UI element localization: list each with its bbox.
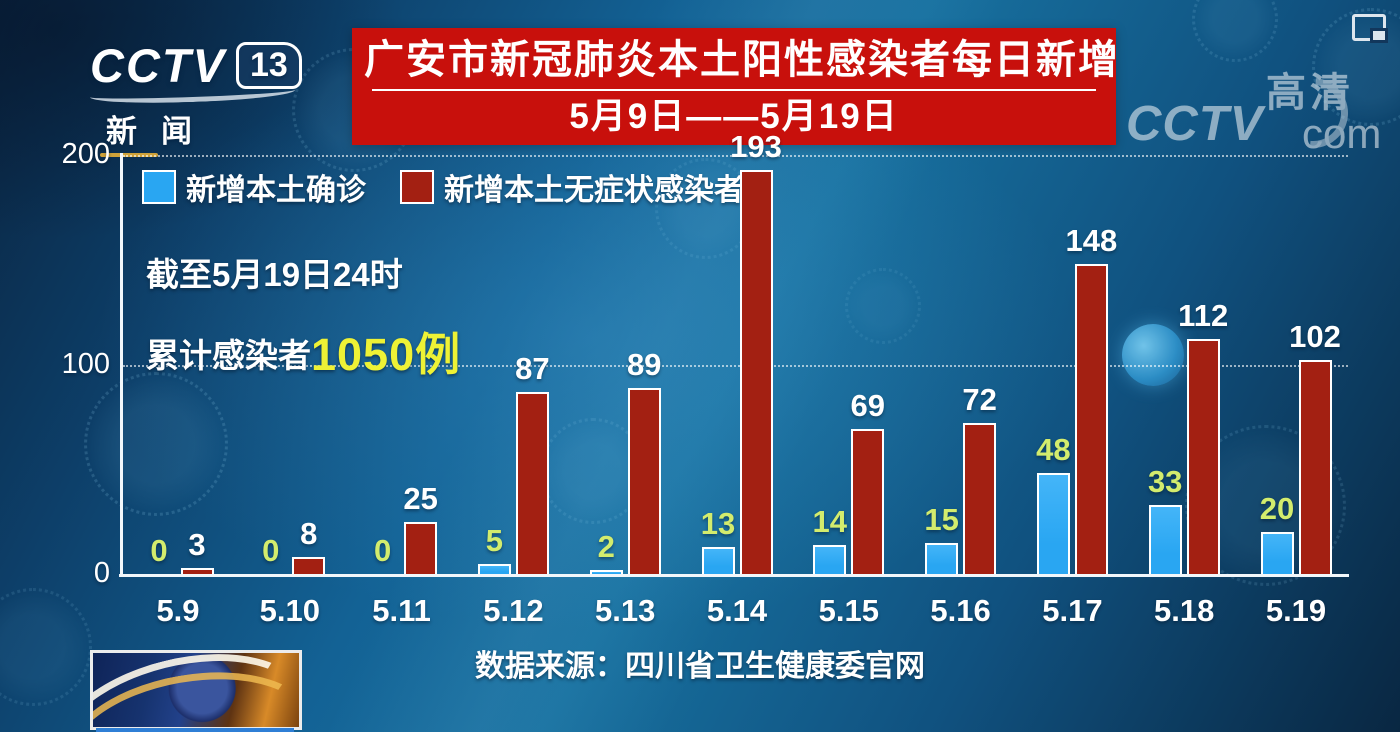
- chart-title: 广安市新冠肺炎本土阳性感染者每日新增: [364, 38, 1120, 82]
- confirmed-value-label: 5: [485, 522, 504, 558]
- asymptomatic-value-label: 193: [730, 128, 782, 164]
- asymptomatic-value-label: 87: [515, 350, 550, 386]
- virus-decoration: [84, 372, 228, 516]
- legend-label: 新增本土确诊: [186, 174, 366, 207]
- asymptomatic-bar: [1186, 339, 1220, 574]
- asymptomatic-value-label: 112: [1178, 298, 1229, 334]
- asymptomatic-value-label: 72: [962, 382, 997, 418]
- confirmed-bar: [589, 569, 623, 574]
- confirmed-value-label: 15: [924, 501, 959, 537]
- asymptomatic-value-label: 3: [188, 526, 206, 562]
- confirmed-value-label: 48: [1036, 432, 1071, 468]
- plot-area: 0 3 0 8 0 25 5 87 2 89 13 193 14 69 15 72 48 148 33 112 20 10…: [122, 129, 1348, 574]
- confirmed-bar: [701, 546, 735, 574]
- x-axis-label: 5.18: [1154, 593, 1215, 628]
- cctv-com-watermark: CCTV 高清 com: [1126, 63, 1400, 163]
- date-range: 5月9日——5月19日: [569, 97, 899, 136]
- virus-decoration: [1192, 0, 1278, 62]
- asymptomatic-value-label: 102: [1289, 319, 1341, 355]
- y-axis-tick-label: 200: [61, 138, 110, 170]
- asymptomatic-bar: [292, 557, 326, 574]
- asymptomatic-bar: [627, 387, 661, 574]
- x-axis-label: 5.14: [706, 593, 768, 628]
- confirmed-bar: [1260, 532, 1294, 574]
- title-banner: 广安市新冠肺炎本土阳性感染者每日新增 5月9日——5月19日: [352, 28, 1120, 145]
- asymptomatic-legend-swatch: [400, 170, 434, 204]
- watermark-com-text: com: [1302, 110, 1382, 157]
- virus-decoration: [0, 588, 92, 706]
- thumbnail-strip: [96, 728, 294, 732]
- confirmed-value-label: 0: [373, 533, 392, 568]
- confirmed-value-label: 14: [812, 503, 848, 539]
- asymptomatic-value-label: 25: [403, 480, 438, 516]
- x-axis-label: 5.9: [156, 593, 200, 628]
- y-axis-tick-label: 0: [93, 557, 110, 589]
- confirmed-value-label: 33: [1147, 463, 1183, 499]
- y-axis-tick-label: 100: [61, 347, 110, 380]
- gridline: [123, 155, 1348, 157]
- confirmed-value-label: 0: [150, 533, 168, 568]
- cctv-logo-text: CCTV: [90, 39, 226, 92]
- pip-inner-square: [1370, 28, 1388, 43]
- annotation-total-value: 1050例: [311, 329, 462, 380]
- x-axis-labels: 5.9 5.10 5.11 5.12 5.13 5.14 5.15 5.16 5.17 5.18 5…: [0, 593, 1400, 629]
- asymptomatic-bar: [739, 169, 773, 574]
- asymptomatic-bar: [180, 567, 214, 574]
- confirmed-legend-swatch: [142, 170, 176, 204]
- asymptomatic-bar: [404, 521, 438, 574]
- channel-number-badge: 13: [235, 42, 302, 89]
- asymptomatic-value-label: 8: [300, 516, 318, 552]
- x-axis-label: 5.17: [1042, 593, 1103, 628]
- confirmed-bar: [813, 544, 847, 574]
- watermark-hd-text: 高清: [1266, 71, 1354, 115]
- annotation-total-prefix: 累计感染者: [146, 337, 311, 374]
- asymptomatic-value-label: 69: [850, 388, 886, 424]
- annotation-date-line: 截至5月19日24时: [146, 256, 403, 293]
- asymptomatic-bar: [851, 429, 885, 574]
- confirmed-value-label: 0: [262, 533, 280, 568]
- x-axis-label: 5.13: [595, 593, 656, 628]
- annotation-total-line: 累计感染者1050例: [146, 318, 461, 383]
- asymptomatic-value-label: 89: [626, 346, 662, 382]
- confirmed-bar: [925, 542, 959, 574]
- asymptomatic-bar: [515, 391, 549, 574]
- legend-item: 新增本土无症状感染者: [400, 165, 744, 209]
- x-axis-label: 5.11: [372, 593, 431, 628]
- x-axis-line: [119, 574, 1349, 577]
- x-axis-label: 5.15: [818, 593, 879, 628]
- virus-decoration: [845, 268, 921, 344]
- virus-sphere-decoration: [1122, 324, 1184, 386]
- asymptomatic-bar: [963, 423, 997, 574]
- legend-item: 新增本土确诊: [142, 165, 366, 209]
- confirmed-bar: [477, 563, 511, 574]
- y-axis-line: [120, 153, 123, 577]
- confirmed-value-label: 13: [700, 505, 736, 541]
- news-globe-thumbnail: [90, 650, 302, 730]
- x-axis-label: 5.19: [1265, 593, 1327, 628]
- channel-name-text: 新闻: [106, 114, 216, 149]
- data-source-text: 数据来源：四川省卫生健康委官网: [475, 650, 925, 683]
- x-axis-label: 5.12: [483, 593, 544, 628]
- confirmed-bar: [1148, 504, 1182, 574]
- watermark-cctv-text: CCTV: [1126, 97, 1264, 151]
- title-divider: [372, 89, 1096, 91]
- asymptomatic-value-label: 148: [1065, 222, 1118, 258]
- legend: 新增本土确诊 新增本土无症状感染者: [142, 165, 778, 209]
- cctv13-logo: CCTV 13 新闻: [89, 38, 302, 157]
- legend-label: 新增本土无症状感染者: [444, 174, 744, 207]
- cumulative-annotation: 截至5月19日24时 累计感染者1050例: [146, 248, 461, 383]
- asymptomatic-bar: [1074, 263, 1108, 574]
- confirmed-value-label: 2: [597, 528, 615, 564]
- confirmed-value-label: 20: [1259, 491, 1295, 527]
- x-axis-label: 5.16: [930, 593, 991, 628]
- confirmed-bar: [1036, 473, 1070, 574]
- asymptomatic-bar: [1298, 360, 1332, 574]
- gridline: [123, 364, 1348, 367]
- pip-screen-icon: [1352, 14, 1388, 43]
- x-axis-label: 5.10: [259, 593, 320, 628]
